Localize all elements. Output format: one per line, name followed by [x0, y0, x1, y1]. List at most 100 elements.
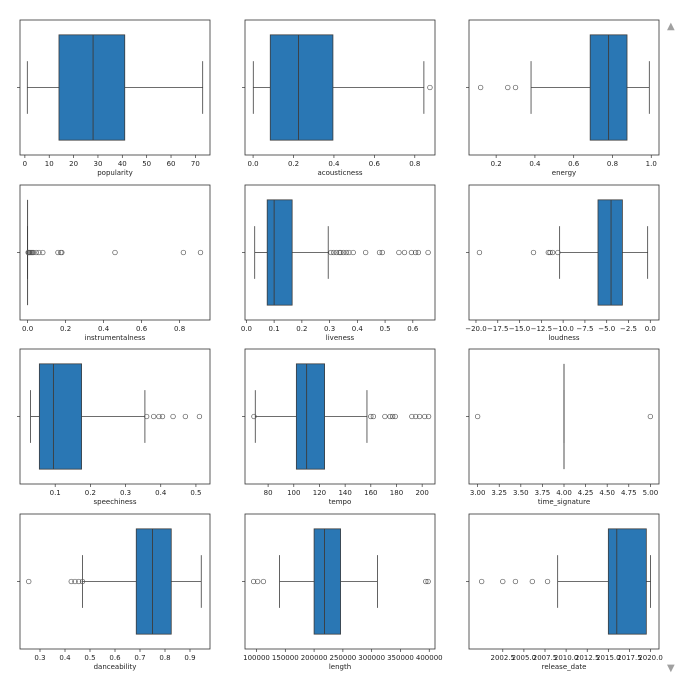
x-tick-label: 0.0	[248, 160, 259, 168]
subplot-loudness: −20.0 −17.5 −15.0 −12.5 −10.0 −7.5 −5.0 −2.5 0.0…	[465, 184, 660, 342]
x-tick-label: 0.1	[269, 325, 280, 333]
outlier-point	[474, 413, 481, 420]
x-tick-label: 40	[118, 160, 127, 168]
outlier-point	[425, 578, 431, 585]
x-tick-label: 0.8	[174, 325, 185, 333]
scroll-up-icon[interactable]: ▲	[667, 21, 675, 32]
x-tick-label: 0.4	[529, 160, 541, 168]
outlier-point	[333, 249, 340, 256]
outlier-point	[251, 413, 257, 420]
outlier-point	[392, 413, 398, 420]
outlier-point	[422, 413, 428, 420]
outlier-point	[350, 249, 356, 256]
x-tick-label: 0.5	[84, 654, 95, 662]
x-tick-label: 100000	[243, 654, 270, 662]
x-tick-label: 0.6	[136, 325, 148, 333]
x-tick-label: 0.8	[607, 160, 618, 168]
subplot-popularity: 0 10 20 30 40 50 60 70 popularity	[17, 19, 211, 177]
outlier-point	[72, 578, 78, 585]
outlier-point	[170, 413, 176, 420]
x-tick-label: 0	[23, 160, 27, 168]
outlier-point	[409, 413, 415, 420]
outlier-point	[550, 249, 556, 256]
x-tick-label: 80	[264, 489, 273, 497]
x-tick-label: 4.25	[578, 489, 594, 497]
x-tick-label: −2.5	[620, 325, 637, 333]
x-tick-label: 3.25	[491, 489, 507, 497]
subplot-tempo: 80 100 120 140 160 180 200 tempo	[242, 348, 436, 506]
outlier-point	[76, 578, 82, 585]
x-axis-label: tempo	[329, 498, 352, 506]
x-tick-label: 400000	[416, 654, 443, 662]
outlier-point	[412, 249, 419, 256]
x-axis-label: instrumentalness	[85, 334, 146, 342]
x-tick-label: 30	[93, 160, 102, 168]
x-tick-label: 3.50	[513, 489, 529, 497]
x-tick-label: 0.5	[380, 325, 391, 333]
x-tick-label: 0.4	[98, 325, 110, 333]
x-tick-label: 0.2	[296, 325, 307, 333]
x-tick-label: 0.4	[59, 654, 71, 662]
outlier-point	[336, 249, 342, 256]
iqr-box	[295, 363, 325, 470]
x-tick-label: 2007.5	[533, 654, 558, 662]
scroll-down-icon[interactable]: ▼	[667, 663, 675, 674]
iqr-box	[597, 199, 623, 306]
x-tick-label: 2005.0	[512, 654, 537, 662]
x-tick-label: 70	[191, 160, 200, 168]
outlier-point	[505, 84, 511, 91]
outlier-point	[59, 249, 65, 256]
x-tick-label: 0.8	[159, 654, 170, 662]
x-tick-label: 0.5	[190, 489, 201, 497]
outlier-point	[180, 249, 187, 256]
boxplot-grid-figure: 0 10 20 30 40 50 60 70 popularity 0.0 0.2 0.4 0.6 0.8…	[17, 19, 663, 671]
x-tick-label: 0.0	[645, 325, 656, 333]
outlier-point	[382, 413, 388, 420]
outlier-point	[476, 249, 483, 256]
x-axis-label: popularity	[97, 169, 133, 177]
outlier-point	[340, 249, 347, 256]
outlier-point	[379, 249, 385, 256]
x-tick-label: 0.7	[134, 654, 145, 662]
subplot-acousticness: 0.0 0.2 0.4 0.6 0.8 acousticness	[242, 19, 436, 177]
iqr-box	[266, 199, 293, 306]
x-axis-label: length	[329, 663, 351, 671]
outlier-point	[260, 578, 267, 585]
x-tick-label: −17.5	[487, 325, 508, 333]
x-tick-label: 0.6	[568, 160, 580, 168]
x-tick-label: 4.50	[599, 489, 615, 497]
outlier-point	[396, 249, 402, 256]
outlier-point	[415, 249, 422, 256]
x-tick-label: 100	[287, 489, 300, 497]
x-axis-label: time_signature	[538, 498, 590, 506]
outlier-point	[547, 249, 553, 256]
x-tick-label: −12.5	[531, 325, 552, 333]
x-tick-label: 0.2	[60, 325, 71, 333]
vertical-scrollbar[interactable]: ▲ ▼	[665, 0, 680, 676]
outlier-point	[197, 249, 204, 256]
x-tick-label: 1.0	[646, 160, 657, 168]
outlier-point	[425, 413, 432, 420]
subplot-length: 100000 150000 200000 250000 300000 350000 4000…	[242, 513, 443, 671]
x-tick-label: 0.4	[328, 160, 340, 168]
outlier-point	[427, 84, 433, 91]
outlier-point	[529, 578, 535, 585]
x-tick-label: 0.9	[184, 654, 195, 662]
x-tick-label: 140	[338, 489, 351, 497]
x-tick-label: 0.6	[369, 160, 381, 168]
x-tick-label: 2010.0	[554, 654, 579, 662]
x-tick-label: 0.4	[155, 489, 167, 497]
x-tick-label: 0.6	[407, 325, 419, 333]
outlier-point	[401, 249, 408, 256]
outlier-point	[30, 249, 36, 256]
outlier-point	[55, 249, 61, 256]
x-axis-label: speechiness	[94, 498, 137, 506]
x-tick-label: 50	[142, 160, 151, 168]
x-tick-label: −15.0	[509, 325, 530, 333]
x-tick-label: 0.2	[491, 160, 502, 168]
iqr-box	[313, 528, 341, 635]
outlier-point	[416, 413, 423, 420]
outlier-point	[112, 249, 118, 256]
x-tick-label: 3.00	[470, 489, 486, 497]
outlier-point	[389, 413, 396, 420]
